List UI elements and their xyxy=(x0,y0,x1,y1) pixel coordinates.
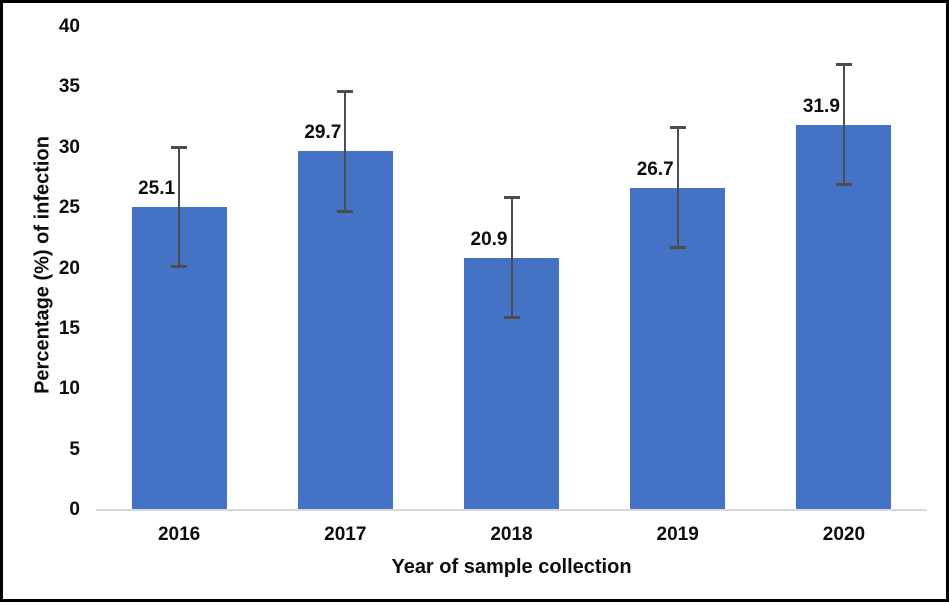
y-tick-35: 35 xyxy=(58,76,80,98)
error-bar-bottom-cap-2018 xyxy=(503,316,520,319)
y-tick-10: 10 xyxy=(58,378,80,400)
error-bar-top-cap-2017 xyxy=(337,89,354,93)
error-bar-2018 xyxy=(510,197,513,318)
y-tick-30: 30 xyxy=(58,136,80,158)
error-bar-top-cap-2018 xyxy=(503,196,520,200)
y-tick-25: 25 xyxy=(58,197,80,219)
data-label-2017: 29.7 xyxy=(304,122,342,144)
x-axis-title: Year of sample collection xyxy=(391,556,632,578)
error-bar-top-cap-2020 xyxy=(835,63,852,67)
x-tick-2018: 2018 xyxy=(490,524,533,545)
x-tick-2017: 2017 xyxy=(324,524,367,545)
y-axis-title: Percentage (%) of infection xyxy=(31,136,54,394)
bar-2020 xyxy=(796,124,892,510)
y-tick-20: 20 xyxy=(58,257,80,279)
y-tick-0: 0 xyxy=(69,499,80,520)
error-bar-top-cap-2019 xyxy=(669,126,686,130)
x-tick-2016: 2016 xyxy=(157,524,201,545)
y-tick-40: 40 xyxy=(58,16,80,37)
x-axis-line xyxy=(96,509,927,511)
data-label-2016: 25.1 xyxy=(138,177,176,199)
error-bar-bottom-cap-2016 xyxy=(171,265,188,269)
data-label-2020: 31.9 xyxy=(802,95,840,117)
error-bar-2017 xyxy=(344,90,347,212)
error-bar-2019 xyxy=(676,127,679,248)
data-label-2019: 26.7 xyxy=(636,158,674,180)
error-bar-bottom-cap-2020 xyxy=(835,183,852,187)
error-bar-top-cap-2016 xyxy=(171,145,188,149)
error-bar-2016 xyxy=(178,146,181,268)
x-tick-2019: 2019 xyxy=(656,524,699,545)
error-bar-bottom-cap-2019 xyxy=(669,245,686,249)
plot-area: 0 5 10 15 20 25 30 35 40 25.1 29.7 20.9 26.7 31.9 20… xyxy=(3,3,946,599)
error-bar-2020 xyxy=(842,64,845,186)
y-tick-5: 5 xyxy=(69,438,80,460)
error-bar-bottom-cap-2017 xyxy=(337,209,354,213)
data-label-2018: 20.9 xyxy=(470,228,508,250)
y-tick-15: 15 xyxy=(58,317,80,339)
x-tick-2020: 2020 xyxy=(822,524,866,545)
